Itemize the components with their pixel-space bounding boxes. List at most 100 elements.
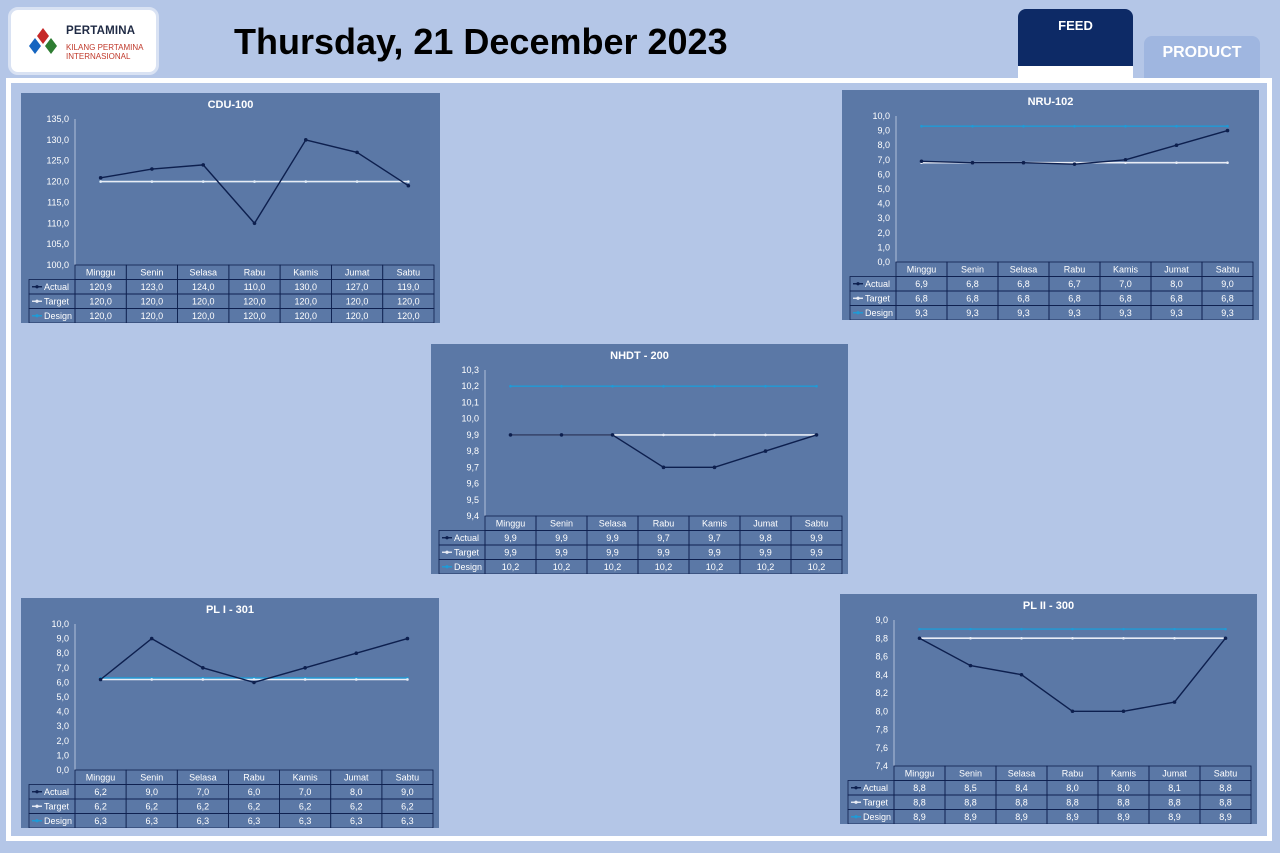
legend-label: Design	[454, 562, 482, 572]
chart-svg: PL II - 300 7,4 7,6 7,8 8,0 8,2 8,4 8,6 8,8 9,0 Mi…	[847, 600, 1252, 824]
point-design	[1073, 124, 1076, 128]
legend-label: Actual	[865, 279, 890, 289]
data-label: 6,8	[915, 294, 928, 304]
data-label: 8,0	[1066, 783, 1079, 793]
point-design	[1020, 627, 1023, 631]
y-tick-label: 4,0	[56, 707, 69, 717]
data-label: 9,3	[1119, 308, 1132, 318]
x-tick-label: Sabtu	[396, 773, 420, 783]
y-tick-label: 10,3	[461, 365, 479, 375]
x-tick-label: Senin	[140, 773, 163, 783]
logo-subtitle-1: KILANG PERTAMINA	[66, 43, 144, 52]
x-tick-label: Senin	[140, 268, 163, 278]
y-tick-label: 4,0	[877, 199, 890, 209]
chart-title: PL I - 301	[206, 604, 254, 616]
point-target	[1071, 636, 1074, 640]
legend-label: Target	[44, 297, 70, 307]
point-design	[611, 384, 614, 388]
legend-label: Design	[863, 812, 891, 822]
data-label: 9,9	[504, 533, 517, 543]
data-label: 6,2	[350, 802, 363, 812]
point-actual	[1174, 143, 1179, 147]
point-actual	[405, 636, 410, 641]
point-design	[1173, 627, 1176, 631]
data-label: 9,0	[145, 787, 158, 797]
data-label: 8,9	[1168, 812, 1181, 822]
point-actual	[201, 163, 206, 167]
point-target	[99, 180, 102, 183]
y-tick-label: 9,0	[56, 634, 69, 644]
table-cell	[790, 559, 843, 574]
data-label: 10,2	[655, 562, 673, 572]
data-label: 6,2	[197, 802, 210, 812]
point-target	[201, 678, 205, 681]
y-tick-label: 9,0	[877, 126, 890, 136]
x-tick-label: Sabtu	[397, 268, 421, 278]
point-actual	[303, 138, 308, 142]
x-tick-label: Minggu	[86, 268, 116, 278]
x-tick-label: Jumat	[753, 519, 778, 529]
chart-nru-102: NRU-102 0,0 1,0 2,0 3,0 4,0 5,0 6,0 7,0 8,0 9,0 10,…	[842, 90, 1259, 320]
point-actual	[814, 433, 819, 437]
legend-label: Target	[44, 802, 70, 812]
series-line-actual	[919, 637, 1227, 713]
data-label: 10,2	[604, 562, 622, 572]
data-label: 9,9	[555, 548, 568, 558]
point-actual	[252, 221, 257, 226]
point-actual	[661, 465, 666, 470]
point-design	[509, 384, 512, 388]
point-actual	[610, 433, 615, 437]
x-tick-label: Rabu	[1064, 265, 1086, 275]
point-actual	[970, 160, 975, 165]
data-label: 9,3	[1170, 308, 1183, 318]
data-label: 7,0	[197, 787, 210, 797]
pertamina-logo-icon	[29, 28, 57, 54]
data-label: 120,0	[141, 297, 164, 307]
data-label: 120,0	[243, 311, 266, 321]
data-label: 8,0	[1170, 279, 1183, 289]
data-label: 119,0	[397, 282, 419, 292]
data-label: 6,2	[94, 802, 107, 812]
x-tick-label: Selasa	[189, 268, 217, 278]
data-label: 9,3	[1221, 308, 1234, 318]
point-actual	[917, 636, 922, 641]
point-target	[407, 180, 410, 183]
data-label: 6,3	[145, 816, 158, 826]
data-label: 120,0	[192, 297, 215, 307]
chart-title: CDU-100	[208, 99, 254, 111]
data-label: 120,0	[295, 297, 318, 307]
data-table: Minggu Senin Selasa Rabu Kamis Jumat Sabtu Actu…	[849, 261, 1254, 320]
y-tick-label: 7,4	[875, 761, 888, 771]
logo-name: PERTAMINA	[66, 25, 136, 37]
data-label: 6,3	[299, 816, 312, 826]
data-label: 124,0	[192, 282, 215, 292]
y-tick-label: 10,0	[51, 619, 69, 629]
point-design	[1022, 124, 1025, 128]
data-label: 9,9	[708, 548, 721, 558]
data-label: 120,0	[397, 297, 420, 307]
data-label: 123,0	[141, 282, 164, 292]
point-actual	[1019, 672, 1024, 677]
y-tick-label: 9,6	[466, 479, 479, 489]
data-label: 120,0	[397, 311, 420, 321]
y-tick-label: 0,0	[56, 765, 69, 775]
legend-key-marker	[854, 800, 858, 804]
data-label: 8,8	[1015, 798, 1028, 808]
data-label: 8,8	[1168, 798, 1181, 808]
data-label: 6,8	[1068, 294, 1081, 304]
legend-key-marker	[445, 565, 449, 569]
x-tick-label: Senin	[959, 769, 982, 779]
x-tick-label: Minggu	[905, 769, 935, 779]
data-label: 6,2	[299, 802, 312, 812]
point-actual	[98, 677, 103, 682]
legend-label: Actual	[454, 533, 479, 543]
point-target	[713, 433, 716, 437]
y-tick-label: 10,0	[461, 414, 479, 424]
y-tick-label: 1,0	[56, 750, 69, 760]
data-label: 6,8	[966, 294, 979, 304]
data-label: 9,3	[1068, 308, 1081, 318]
legend-label: Design	[44, 816, 72, 826]
table-cell	[382, 308, 435, 323]
series-line-actual	[921, 129, 1228, 165]
tab-product[interactable]: PRODUCT	[1144, 36, 1260, 78]
